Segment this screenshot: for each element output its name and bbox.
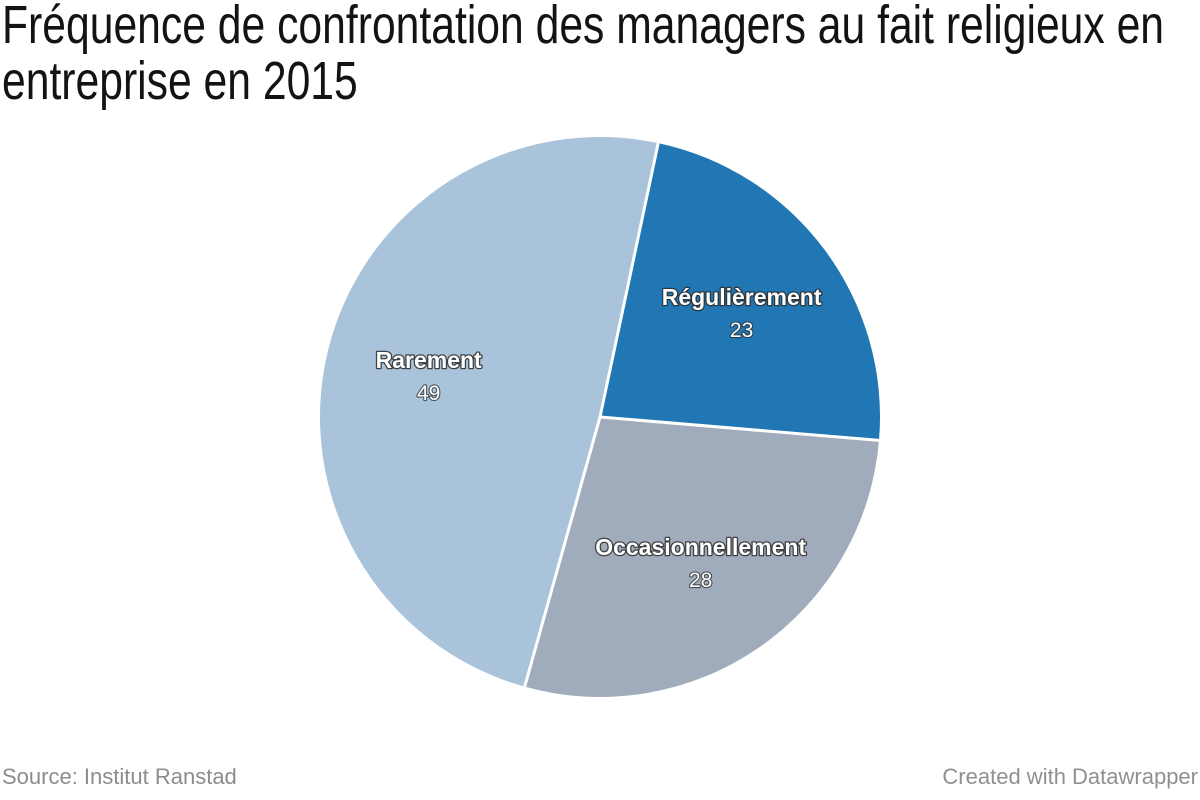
- slice-separator: [598, 142, 660, 418]
- slice-separator: [599, 415, 880, 442]
- slice-value: 28: [689, 569, 712, 592]
- chart-footer: Source: Institut Ranstad Created with Da…: [2, 764, 1198, 790]
- pie-slice-regulierement[interactable]: [600, 143, 880, 441]
- slice-value: 49: [417, 382, 440, 405]
- pie-slice-rarement[interactable]: [319, 136, 659, 687]
- slice-value: 23: [730, 319, 753, 342]
- source-note: Source: Institut Ranstad: [2, 764, 237, 789]
- pie-slice-occasionnellement[interactable]: [524, 417, 880, 697]
- slice-label: Occasionnellement: [595, 534, 806, 560]
- slice-separator: [523, 416, 602, 688]
- slice-label: Rarement: [376, 347, 482, 373]
- slice-label: Régulièrement: [662, 284, 822, 310]
- datawrapper-credit[interactable]: Created with Datawrapper: [942, 764, 1198, 789]
- chart-title: Fréquence de confrontation des managers …: [2, 0, 1165, 111]
